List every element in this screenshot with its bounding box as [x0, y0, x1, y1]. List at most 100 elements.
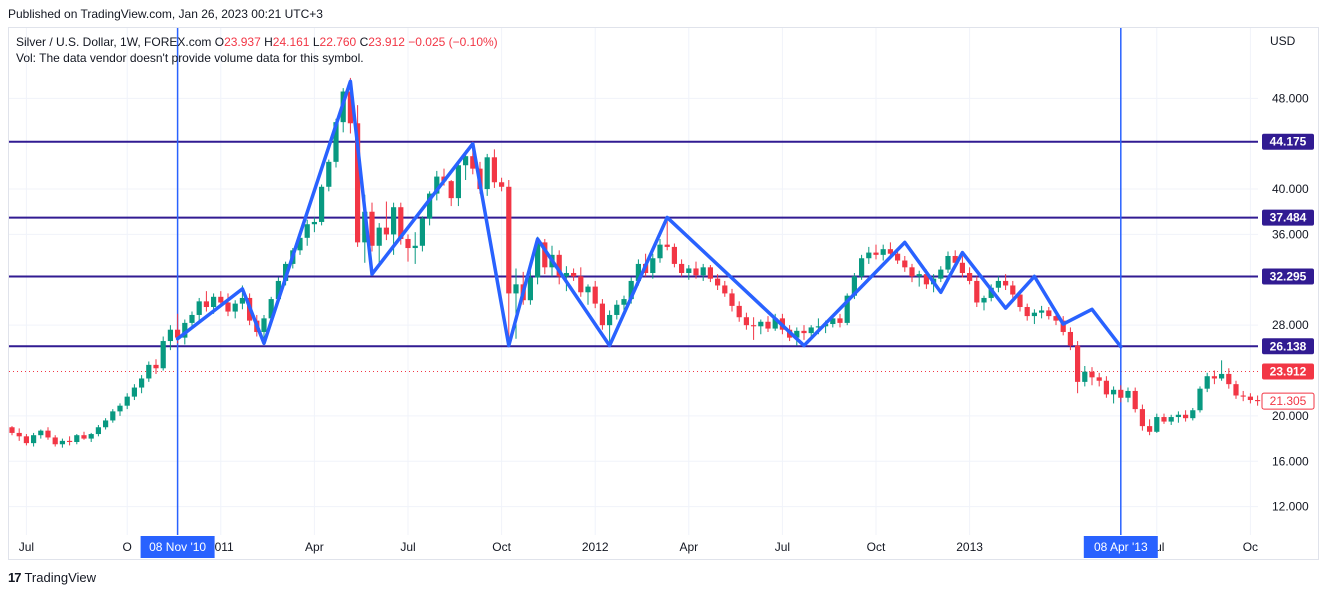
candle-body	[124, 396, 130, 406]
level-price-tag	[1262, 338, 1314, 355]
candle-body	[153, 364, 159, 369]
zigzag-pattern	[175, 79, 1123, 349]
candle-body	[405, 238, 411, 249]
y-tick-label: 28.000	[1272, 318, 1309, 332]
candle-body	[448, 181, 454, 199]
candle-body	[686, 268, 692, 273]
x-tick-label: Apr	[305, 540, 324, 554]
candle-body	[1132, 390, 1138, 410]
candle-body	[938, 269, 944, 279]
candle-body	[599, 303, 605, 326]
candle-body	[31, 435, 37, 444]
candle-body	[275, 280, 281, 300]
footer-brand[interactable]: 17 TradingView	[8, 570, 96, 585]
level-price-tag	[1262, 209, 1314, 226]
candle-body	[722, 285, 728, 294]
high-value: 24.161	[272, 35, 310, 49]
candle-body	[38, 430, 44, 436]
candle-body	[463, 156, 469, 166]
candle-body	[326, 161, 332, 187]
candle-body	[693, 268, 699, 276]
candle-body	[398, 207, 404, 239]
candle-body	[304, 224, 310, 238]
candle-body	[607, 314, 613, 326]
candle-body	[592, 286, 598, 304]
candle-body	[535, 242, 541, 278]
candle-body	[801, 330, 807, 334]
open-label: O	[214, 35, 225, 49]
candle-body	[261, 318, 267, 332]
candle-body	[203, 301, 209, 308]
y-tick-label: 36.000	[1272, 227, 1309, 241]
volume-note: Vol: The data vendor doesn't provide vol…	[16, 51, 364, 65]
candle-body	[427, 193, 433, 219]
candle-body	[988, 287, 994, 298]
candle-body	[1111, 389, 1117, 395]
candle-body	[1183, 414, 1189, 419]
candle-body	[967, 272, 973, 281]
candle-body	[614, 304, 620, 315]
candle-body	[815, 326, 821, 328]
candle-body	[1075, 345, 1081, 382]
candle-body	[419, 218, 425, 246]
candle-body	[1233, 384, 1239, 396]
candle-body	[297, 237, 303, 251]
candle-body	[499, 182, 505, 187]
candle-body	[556, 254, 562, 277]
candle-body	[715, 278, 721, 286]
candle-body	[1147, 426, 1153, 432]
candle-body	[88, 434, 94, 439]
candle-body	[434, 176, 440, 194]
published-note: Published on TradingView.com, Jan 26, 20…	[8, 7, 323, 21]
candle-body	[635, 263, 641, 281]
candle-body	[837, 318, 843, 323]
candle-body	[1067, 331, 1073, 346]
candle-body	[1118, 389, 1124, 398]
level-price-tag	[1262, 133, 1314, 150]
candle-body	[895, 253, 901, 261]
candle-body	[1046, 310, 1052, 317]
tradingview-logo-icon: 17	[8, 570, 22, 585]
candle-body	[1204, 376, 1210, 389]
candle-body	[571, 272, 577, 277]
candle-body	[232, 303, 238, 312]
y-tick-label: 12.000	[1272, 500, 1309, 514]
candle-body	[131, 387, 137, 397]
candle-body	[1053, 316, 1059, 321]
candle-body	[563, 272, 569, 277]
candle-body	[679, 263, 685, 273]
candle-body	[189, 314, 195, 323]
candle-body	[1096, 377, 1102, 381]
x-tick-label: Oct	[867, 540, 886, 554]
candle-body	[1255, 400, 1261, 402]
candle-body	[664, 244, 670, 247]
x-tick-label: Jul	[400, 540, 415, 554]
candle-body	[1175, 414, 1181, 418]
candle-body	[347, 91, 353, 124]
level-price-tag	[1262, 268, 1314, 285]
candle-body	[830, 318, 836, 325]
candle-body	[9, 427, 15, 433]
candle-body	[470, 156, 476, 169]
candle-body	[1103, 380, 1109, 395]
extra-price-label: 21.305	[1270, 394, 1307, 408]
candle-body	[95, 427, 101, 435]
candle-body	[491, 157, 497, 183]
candle-body	[1024, 307, 1030, 317]
candle-body	[923, 274, 929, 285]
candle-body	[268, 299, 274, 319]
candle-body	[1139, 409, 1145, 427]
level-price-label: 32.295	[1270, 269, 1307, 283]
change-value: −0.025 (−0.10%)	[408, 35, 498, 49]
candle-body	[225, 302, 231, 312]
candle-body	[1190, 410, 1196, 419]
chart-frame	[8, 27, 1319, 560]
candle-body	[355, 123, 361, 243]
candle-body	[981, 297, 987, 303]
candle-body	[218, 296, 224, 303]
symbol-label: Silver / U.S. Dollar, 1W, FOREX.com	[16, 35, 212, 49]
candle-body	[880, 249, 886, 255]
candle-body	[873, 252, 879, 255]
y-tick-label: 20.000	[1272, 409, 1309, 423]
